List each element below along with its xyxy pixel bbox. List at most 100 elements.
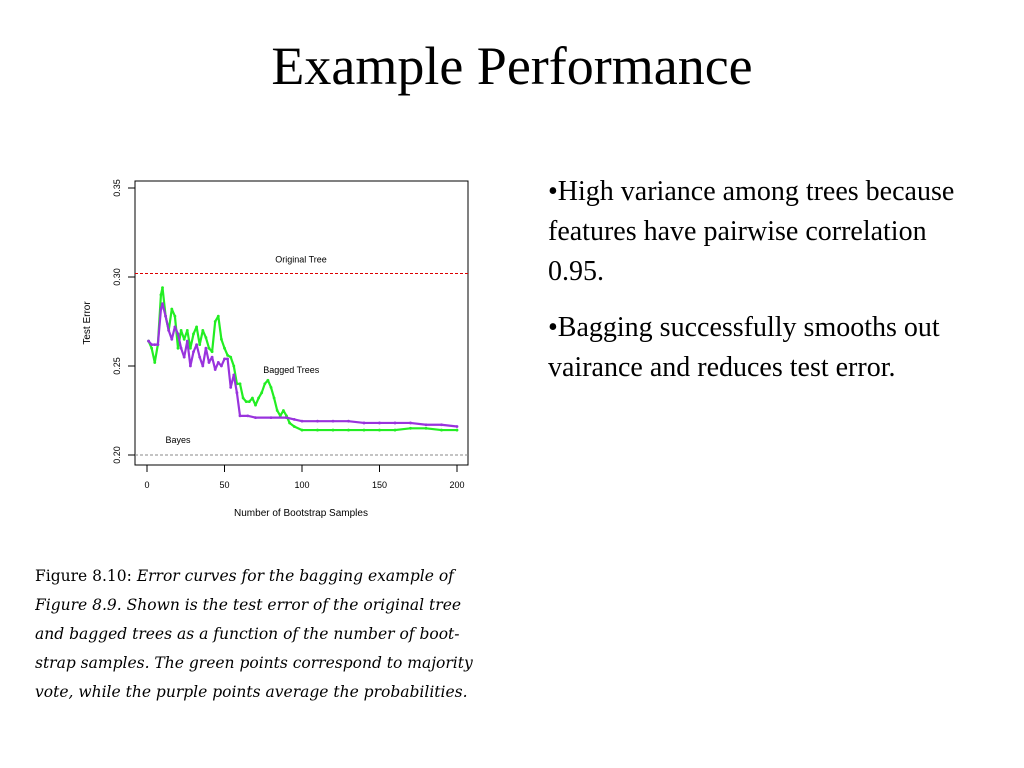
caption-label: Figure 8.10: — [35, 567, 132, 585]
series-point — [226, 357, 230, 361]
series-point — [159, 293, 163, 297]
series-point — [153, 361, 157, 364]
series-point — [223, 357, 226, 361]
series-point — [161, 302, 164, 306]
series-point — [204, 346, 208, 350]
caption-line: vote, while the purple points average th… — [35, 683, 468, 701]
series-point — [424, 423, 428, 427]
bullet-item: •Bagging successfully smooths out vairan… — [548, 312, 940, 383]
series-point — [238, 382, 242, 386]
bullet-list: •High variance among trees because featu… — [548, 172, 988, 404]
y-tick-label: 0.20 — [112, 446, 122, 464]
y-tick-label: 0.30 — [112, 268, 122, 286]
series-point — [198, 355, 202, 359]
y-axis: 0.20 0.25 0.30 0.35 — [112, 179, 136, 464]
x-tick-label: 150 — [372, 480, 387, 490]
series-point — [232, 373, 236, 377]
series-point — [241, 396, 245, 400]
series-point — [257, 396, 260, 400]
reference-line-label: Bayes — [165, 435, 191, 445]
series-point — [182, 355, 186, 359]
series-point — [275, 409, 279, 412]
series-point — [220, 364, 223, 368]
series-point — [170, 307, 174, 311]
series-point — [216, 314, 220, 318]
series-point — [150, 346, 154, 350]
caption-line: Figure 8.9. Shown is the test error of t… — [35, 596, 462, 614]
series-point — [424, 426, 428, 430]
series-point — [362, 421, 366, 425]
series-point — [266, 378, 270, 382]
series-point — [229, 355, 233, 359]
series-point — [176, 346, 180, 350]
series-point — [440, 423, 443, 427]
series-point — [147, 339, 150, 343]
series-point — [173, 314, 177, 318]
series-point — [300, 419, 304, 423]
series-point — [167, 329, 171, 332]
series-point — [216, 361, 220, 364]
series-point — [192, 332, 195, 336]
reference-lines: Original Tree Bayes — [135, 254, 468, 456]
x-tick-label: 100 — [294, 480, 309, 490]
series-point — [440, 428, 443, 432]
figure-caption: Figure 8.10: Error curves for the baggin… — [35, 562, 520, 707]
series-point — [210, 350, 214, 354]
y-tick-label: 0.25 — [112, 357, 122, 375]
series-point — [179, 329, 183, 332]
series-point — [272, 396, 276, 400]
x-axis: 0 50 100 150 200 — [144, 464, 465, 490]
series-point — [393, 421, 397, 425]
series-point — [347, 419, 350, 423]
series-point — [285, 416, 288, 420]
chart-annotation: Bagged Trees — [263, 365, 320, 375]
series-point — [156, 343, 160, 347]
series-point — [292, 418, 296, 421]
series-point — [260, 391, 264, 395]
caption-line: Figure 8.10: Error curves for the baggin… — [35, 562, 520, 591]
x-axis-label: Number of Bootstrap Samples — [234, 508, 368, 519]
series-point — [159, 307, 163, 311]
series-point — [269, 385, 273, 389]
series-layer — [147, 286, 459, 432]
series-point — [316, 428, 319, 432]
series-point — [189, 364, 192, 368]
series-point — [378, 428, 381, 432]
series-point — [195, 325, 198, 329]
series-point — [213, 320, 217, 323]
series-point — [201, 329, 205, 332]
series-point — [455, 428, 459, 432]
series-point — [150, 343, 154, 347]
series-point — [238, 414, 242, 418]
series-point — [213, 368, 217, 371]
series-point — [254, 403, 257, 407]
caption-line: and bagged trees as a function of the nu… — [35, 625, 460, 643]
x-tick-label: 200 — [449, 480, 464, 490]
series-point — [244, 400, 248, 403]
series-point — [409, 426, 412, 430]
caption-line: strap samples. The green points correspo… — [35, 654, 473, 672]
series-point — [179, 346, 183, 350]
slide-title: Example Performance — [271, 36, 753, 96]
series-point — [170, 337, 174, 341]
series-point — [189, 346, 192, 350]
series-point — [331, 428, 335, 432]
series-point — [247, 400, 251, 403]
x-tick-label: 0 — [144, 480, 149, 490]
reference-line-label: Original Tree — [275, 254, 327, 264]
series-point — [207, 361, 211, 364]
series-point — [246, 414, 250, 418]
series-point — [204, 336, 208, 339]
x-tick-label: 50 — [219, 480, 229, 490]
caption-text: Error curves for the bagging example of — [136, 567, 454, 585]
series-point — [378, 421, 381, 425]
series-point — [455, 425, 459, 428]
series-point — [198, 343, 202, 347]
annotation-layer: Bagged Trees — [263, 365, 320, 375]
series-point — [182, 337, 186, 341]
series-point — [263, 382, 267, 386]
series-point — [251, 396, 254, 400]
series-point — [316, 419, 319, 423]
series-point — [164, 314, 167, 318]
series-point — [269, 416, 273, 420]
